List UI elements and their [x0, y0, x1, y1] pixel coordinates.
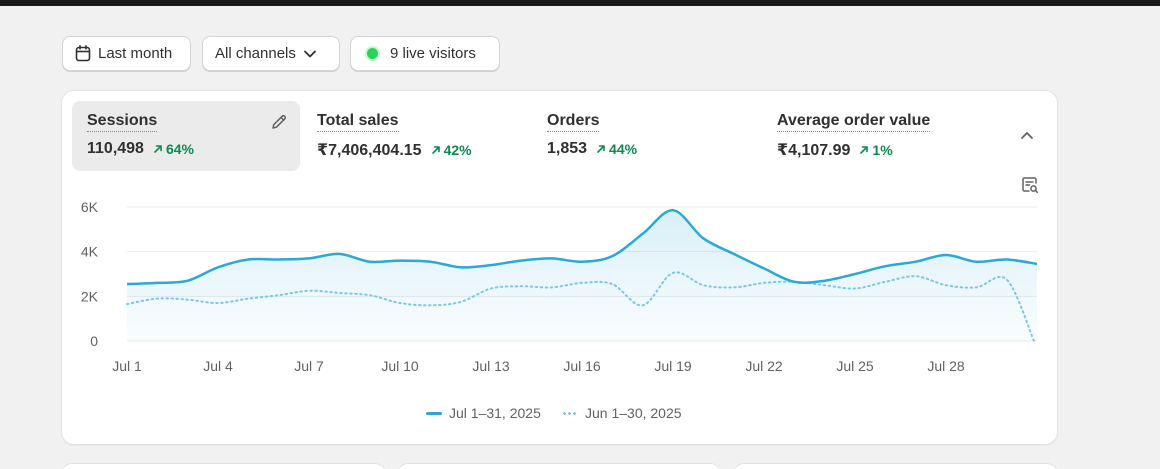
- trend-up-icon: [154, 145, 162, 153]
- secondary-card: [62, 464, 385, 469]
- y-tick-label: 6K: [81, 199, 99, 215]
- metric-change: 44%: [595, 141, 637, 157]
- metric-change: 64%: [152, 141, 194, 157]
- top-bar: [0, 0, 1160, 6]
- metric-label: Total sales: [317, 111, 399, 132]
- metric-change-value: 64%: [165, 141, 194, 157]
- metric-total-sales[interactable]: Total sales ₹7,406,404.15 42%: [302, 101, 530, 171]
- chevron-up-icon[interactable]: [1018, 128, 1036, 142]
- y-tick-label: 4K: [81, 244, 99, 260]
- date-range-label: Last month: [98, 45, 173, 62]
- metric-label: Average order value: [777, 111, 931, 132]
- metric-average-order-value[interactable]: Average order value ₹4,107.99 1%: [762, 101, 1012, 171]
- chevron-down-icon: [303, 50, 316, 57]
- trend-up-icon: [597, 145, 605, 153]
- x-tick-label: Jul 1: [112, 358, 142, 374]
- previous-series-line: [126, 271, 1035, 342]
- metric-change-value: 42%: [443, 142, 472, 158]
- current-series-line: [126, 209, 1038, 286]
- x-tick-label: Jul 13: [472, 358, 510, 374]
- legend-label-previous: Jun 1–30, 2025: [585, 405, 682, 421]
- metric-value: ₹4,107.99: [777, 142, 851, 159]
- metric-value: 110,498: [87, 140, 144, 157]
- y-tick-label: 2K: [81, 288, 99, 304]
- secondary-card: [734, 464, 1057, 469]
- metric-value: ₹7,406,404.15: [317, 142, 422, 159]
- metric-label: Sessions: [87, 111, 158, 132]
- metric-orders[interactable]: Orders 1,853 44%: [532, 101, 760, 171]
- x-tick-label: Jul 28: [927, 358, 965, 374]
- legend-label-current: Jul 1–31, 2025: [449, 405, 541, 421]
- legend-item-current[interactable]: Jul 1–31, 2025: [426, 405, 541, 421]
- metric-change: 1%: [858, 142, 893, 158]
- metric-change-value: 44%: [609, 141, 638, 157]
- calendar-icon: [75, 45, 91, 62]
- y-tick-label: 0: [90, 333, 98, 349]
- sessions-line-chart: 0 2K 4K 6K Jul 1 Jul 4 Jul 7 Jul 10 Jul 13 Jul 16…: [81, 199, 1038, 374]
- metric-change: 42%: [430, 142, 472, 158]
- metric-label: Orders: [547, 111, 600, 132]
- channel-filter-button[interactable]: All channels: [202, 36, 340, 71]
- metric-value: 1,853: [547, 140, 588, 157]
- x-tick-label: Jul 25: [836, 358, 874, 374]
- report-search-icon[interactable]: [1020, 175, 1040, 195]
- live-visitors-label: 9 live visitors: [390, 45, 476, 62]
- legend-solid-swatch: [426, 411, 442, 415]
- metric-sessions[interactable]: Sessions 110,498 64%: [72, 101, 300, 171]
- live-visitors-button[interactable]: 9 live visitors: [350, 36, 500, 71]
- x-tick-label: Jul 4: [203, 358, 233, 374]
- date-range-button[interactable]: Last month: [62, 36, 191, 71]
- metric-change-value: 1%: [872, 142, 893, 158]
- x-tick-label: Jul 22: [745, 358, 783, 374]
- channel-filter-label: All channels: [215, 45, 296, 62]
- x-tick-label: Jul 10: [381, 358, 419, 374]
- secondary-card: [398, 464, 720, 469]
- trend-up-icon: [431, 146, 440, 154]
- pencil-icon[interactable]: [270, 113, 288, 131]
- x-tick-label: Jul 7: [294, 358, 324, 374]
- legend-item-previous[interactable]: Jun 1–30, 2025: [562, 405, 682, 421]
- x-tick-label: Jul 16: [563, 358, 601, 374]
- trend-up-icon: [860, 146, 869, 154]
- legend-dotted-swatch: [562, 411, 578, 415]
- current-series-area: [127, 210, 1037, 341]
- live-indicator-icon: [367, 48, 378, 59]
- x-tick-label: Jul 19: [654, 358, 692, 374]
- sessions-overview-card: Sessions 110,498 64% Total sales ₹7,406,…: [62, 91, 1057, 444]
